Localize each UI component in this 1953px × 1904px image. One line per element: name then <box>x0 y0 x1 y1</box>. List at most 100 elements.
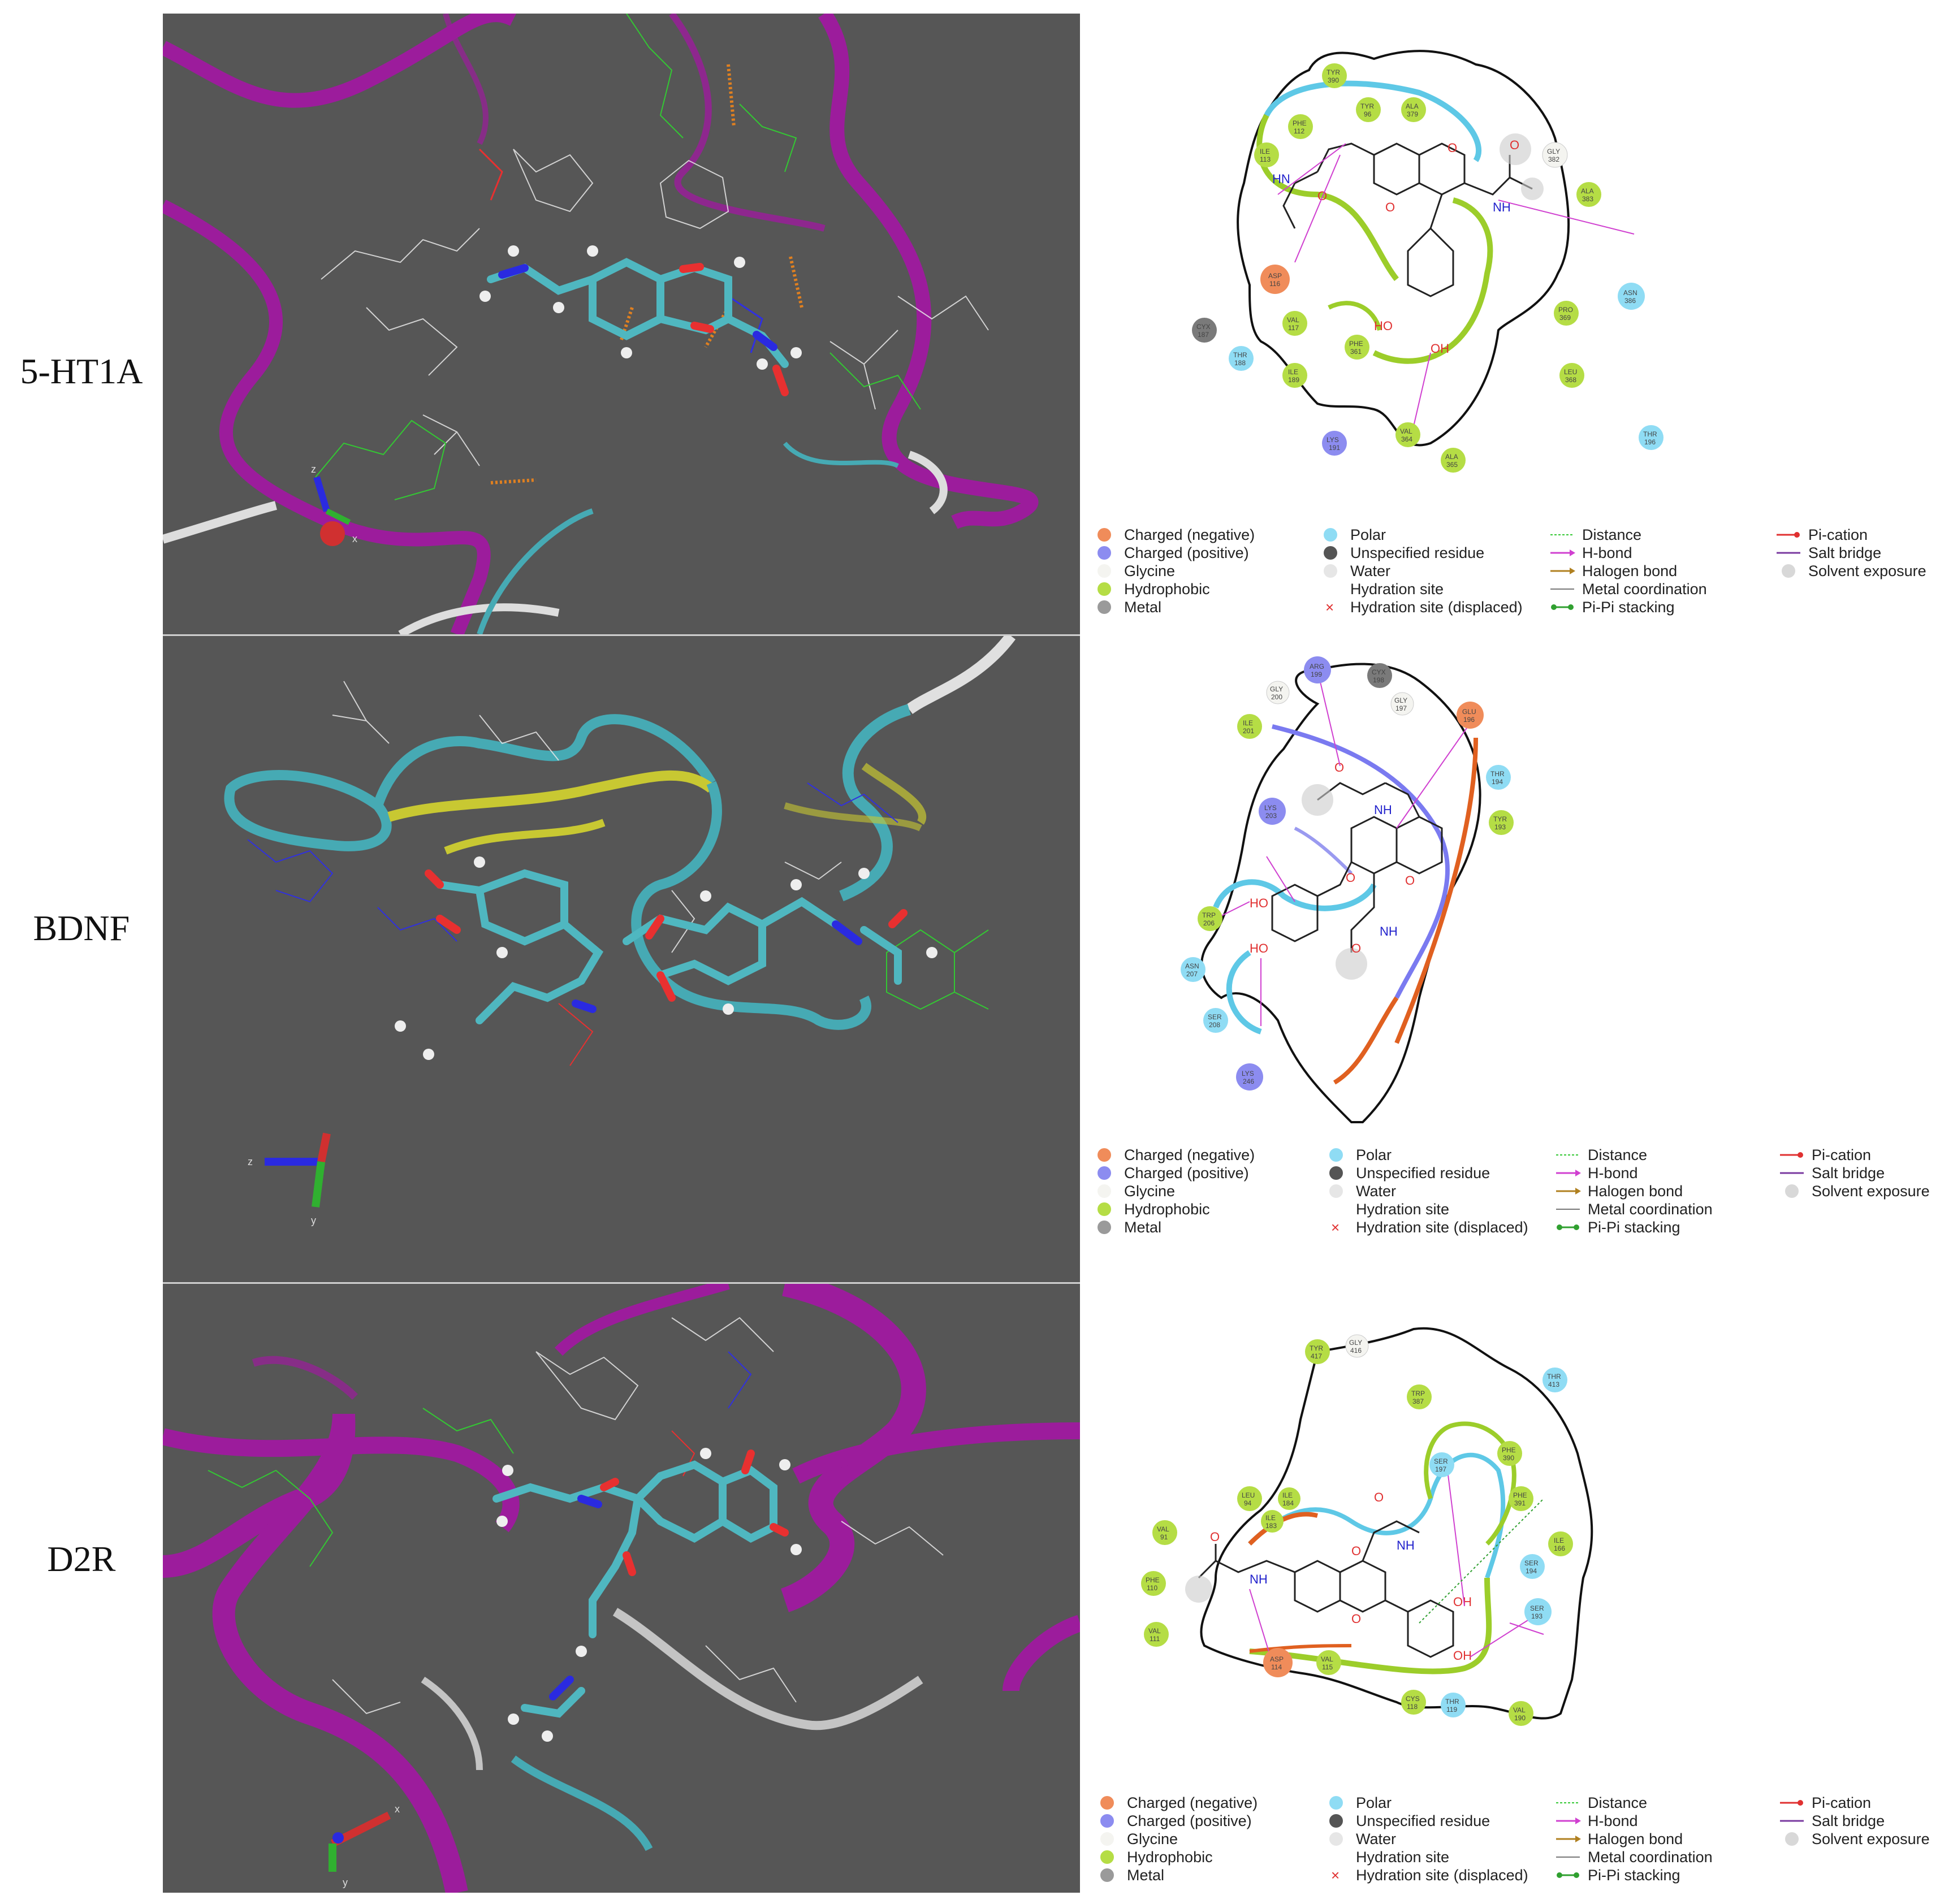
row-5ht1a: 5-HT1A <box>0 0 1953 634</box>
svg-text:198: 198 <box>1373 676 1384 684</box>
axis-x-label: x <box>395 1803 400 1815</box>
axis-y-label: y <box>343 1877 348 1888</box>
legend: Charged (negative) Charged (positive) Gl… <box>1080 526 1953 633</box>
legend-item: Charged (negative) <box>1091 1146 1255 1164</box>
svg-text:SER: SER <box>1524 1559 1539 1567</box>
svg-text:VAL: VAL <box>1400 427 1412 435</box>
legend-item: Salt bridge <box>1777 544 1882 561</box>
row-label: 5-HT1A <box>20 351 143 391</box>
svg-text:417: 417 <box>1311 1352 1322 1360</box>
atom-label: O <box>1385 200 1395 214</box>
legend-item: Pi-Pi stacking <box>1549 598 1707 616</box>
atom-label: O <box>1351 941 1361 955</box>
legend-item: Pi-cation <box>1779 1146 1930 1164</box>
svg-text:199: 199 <box>1311 670 1322 678</box>
legend-item: Solvent exposure <box>1775 562 1926 580</box>
svg-text:113: 113 <box>1260 155 1271 163</box>
svg-text:TYR: TYR <box>1360 102 1374 110</box>
svg-text:CYX: CYX <box>1372 668 1386 676</box>
svg-text:PHE: PHE <box>1513 1491 1527 1499</box>
legend-item: Metal <box>1094 1866 1258 1884</box>
legend-item: Hydration site <box>1356 1201 1450 1218</box>
svg-text:THR: THR <box>1643 430 1657 438</box>
svg-text:96: 96 <box>1364 110 1372 118</box>
svg-text:GLY: GLY <box>1394 696 1407 704</box>
svg-text:LYS: LYS <box>1264 804 1277 812</box>
svg-text:390: 390 <box>1328 76 1339 84</box>
3d-scene: z x <box>163 14 1039 634</box>
legend-item: Water <box>1323 1830 1528 1848</box>
legend-item: Water <box>1317 562 1523 580</box>
legend-item: Metal <box>1091 598 1255 616</box>
svg-text:208: 208 <box>1209 1021 1220 1029</box>
svg-text:118: 118 <box>1407 1703 1418 1711</box>
legend-item: Halogen bond <box>1555 1830 1713 1848</box>
atom-label: O <box>1346 871 1355 885</box>
svg-text:PHE: PHE <box>1293 119 1307 127</box>
3d-viewer[interactable]: z x <box>163 14 1080 634</box>
legend-item: Solvent exposure <box>1779 1182 1930 1200</box>
legend-item: Glycine <box>1091 562 1255 580</box>
legend-item: Solvent exposure <box>1779 1830 1930 1848</box>
svg-text:115: 115 <box>1322 1663 1333 1671</box>
svg-text:206: 206 <box>1203 919 1215 927</box>
svg-text:193: 193 <box>1494 823 1506 831</box>
legend-item: Pi-cation <box>1775 526 1926 544</box>
atom-label: NH <box>1250 1572 1268 1586</box>
legend-item: Polar <box>1317 526 1523 544</box>
3d-viewer[interactable]: z y <box>163 636 1080 1282</box>
legend-item: Charged (positive) <box>1091 544 1255 562</box>
svg-text:200: 200 <box>1271 693 1282 701</box>
legend-item: × Hydration site (displaced) <box>1325 599 1523 616</box>
3d-viewer[interactable]: x y <box>163 1284 1080 1893</box>
svg-text:368: 368 <box>1565 376 1576 384</box>
svg-text:VAL: VAL <box>1157 1525 1169 1533</box>
svg-text:VAL: VAL <box>1513 1706 1526 1714</box>
svg-text:×: × <box>1331 1219 1340 1236</box>
legend-item: × Hydration site (displaced) <box>1331 1219 1528 1236</box>
legend-item: H-bond <box>1549 544 1707 562</box>
legend-item: Hydration site <box>1350 581 1444 598</box>
svg-text:184: 184 <box>1282 1499 1294 1507</box>
svg-text:246: 246 <box>1243 1078 1254 1085</box>
svg-text:ILE: ILE <box>1260 148 1270 155</box>
svg-text:361: 361 <box>1350 348 1362 356</box>
legend-item: Metal coordination <box>1550 581 1707 598</box>
legend-item: Glycine <box>1091 1182 1255 1200</box>
svg-text:GLY: GLY <box>1270 685 1283 693</box>
atom-label: O <box>1210 1530 1220 1544</box>
svg-text:ASN: ASN <box>1185 962 1199 970</box>
svg-text:365: 365 <box>1446 461 1458 469</box>
3d-scene: z y <box>224 636 1016 1226</box>
axis-gizmo: x y <box>329 1803 400 1888</box>
svg-text:VAL: VAL <box>1148 1627 1161 1635</box>
svg-text:187: 187 <box>1198 331 1209 339</box>
interaction-diagram: O NH HO HO O O O NH ARG 199 CYX 198 GLY 200 <box>1080 636 1953 1133</box>
legend-item: Halogen bond <box>1549 562 1707 580</box>
svg-text:391: 391 <box>1514 1499 1526 1507</box>
